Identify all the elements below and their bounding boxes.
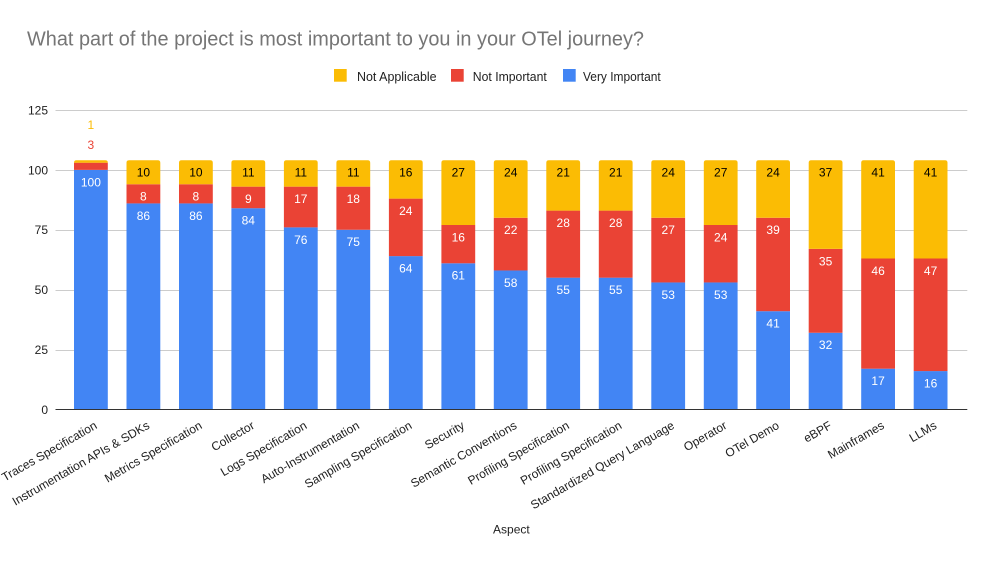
svg-text:11: 11: [242, 166, 255, 180]
svg-text:22: 22: [504, 223, 518, 237]
svg-text:84: 84: [242, 214, 256, 228]
svg-text:47: 47: [924, 264, 938, 278]
svg-text:53: 53: [714, 288, 728, 302]
svg-text:Not Applicable: Not Applicable: [357, 69, 437, 84]
svg-text:16: 16: [924, 377, 938, 391]
svg-text:25: 25: [35, 343, 49, 357]
svg-text:24: 24: [662, 166, 676, 180]
svg-text:11: 11: [347, 166, 360, 180]
svg-text:What part of the project is mo: What part of the project is most importa…: [27, 28, 644, 50]
svg-text:41: 41: [766, 317, 780, 331]
svg-text:27: 27: [714, 166, 728, 180]
svg-text:86: 86: [189, 209, 203, 223]
svg-text:41: 41: [924, 166, 938, 180]
svg-text:86: 86: [137, 209, 151, 223]
svg-text:53: 53: [662, 288, 676, 302]
svg-text:Not Important: Not Important: [473, 69, 547, 84]
svg-text:27: 27: [662, 223, 676, 237]
svg-text:75: 75: [347, 235, 361, 249]
svg-text:28: 28: [557, 216, 571, 230]
svg-text:100: 100: [81, 175, 101, 189]
svg-text:9: 9: [245, 192, 252, 206]
svg-text:24: 24: [399, 204, 413, 218]
svg-text:50: 50: [35, 283, 49, 297]
svg-text:75: 75: [35, 223, 49, 237]
svg-text:3: 3: [88, 138, 95, 152]
svg-text:10: 10: [137, 166, 151, 180]
svg-text:28: 28: [609, 216, 623, 230]
svg-text:58: 58: [504, 276, 518, 290]
svg-text:39: 39: [766, 223, 780, 237]
svg-text:21: 21: [557, 166, 571, 180]
svg-text:64: 64: [399, 262, 413, 276]
svg-text:55: 55: [557, 283, 571, 297]
svg-text:55: 55: [609, 283, 623, 297]
svg-text:24: 24: [504, 166, 518, 180]
svg-text:8: 8: [193, 190, 200, 204]
svg-text:27: 27: [452, 166, 466, 180]
svg-text:100: 100: [28, 163, 48, 177]
svg-text:1: 1: [88, 118, 95, 132]
svg-text:24: 24: [766, 166, 780, 180]
svg-text:32: 32: [819, 338, 833, 352]
svg-text:24: 24: [714, 230, 728, 244]
svg-text:125: 125: [28, 103, 48, 117]
svg-text:76: 76: [294, 233, 308, 247]
svg-text:10: 10: [189, 166, 203, 180]
svg-text:18: 18: [347, 192, 361, 206]
svg-text:37: 37: [819, 166, 833, 180]
svg-text:61: 61: [452, 269, 466, 283]
svg-text:Very Important: Very Important: [583, 69, 661, 84]
svg-text:0: 0: [41, 403, 48, 417]
svg-text:35: 35: [819, 254, 833, 268]
svg-text:17: 17: [871, 374, 885, 388]
svg-text:8: 8: [140, 190, 147, 204]
svg-text:16: 16: [399, 166, 413, 180]
svg-text:16: 16: [452, 230, 466, 244]
svg-text:41: 41: [871, 166, 885, 180]
svg-text:17: 17: [294, 192, 308, 206]
svg-text:46: 46: [871, 264, 885, 278]
svg-text:Aspect: Aspect: [493, 523, 530, 537]
svg-text:11: 11: [295, 166, 308, 180]
svg-text:21: 21: [609, 166, 623, 180]
